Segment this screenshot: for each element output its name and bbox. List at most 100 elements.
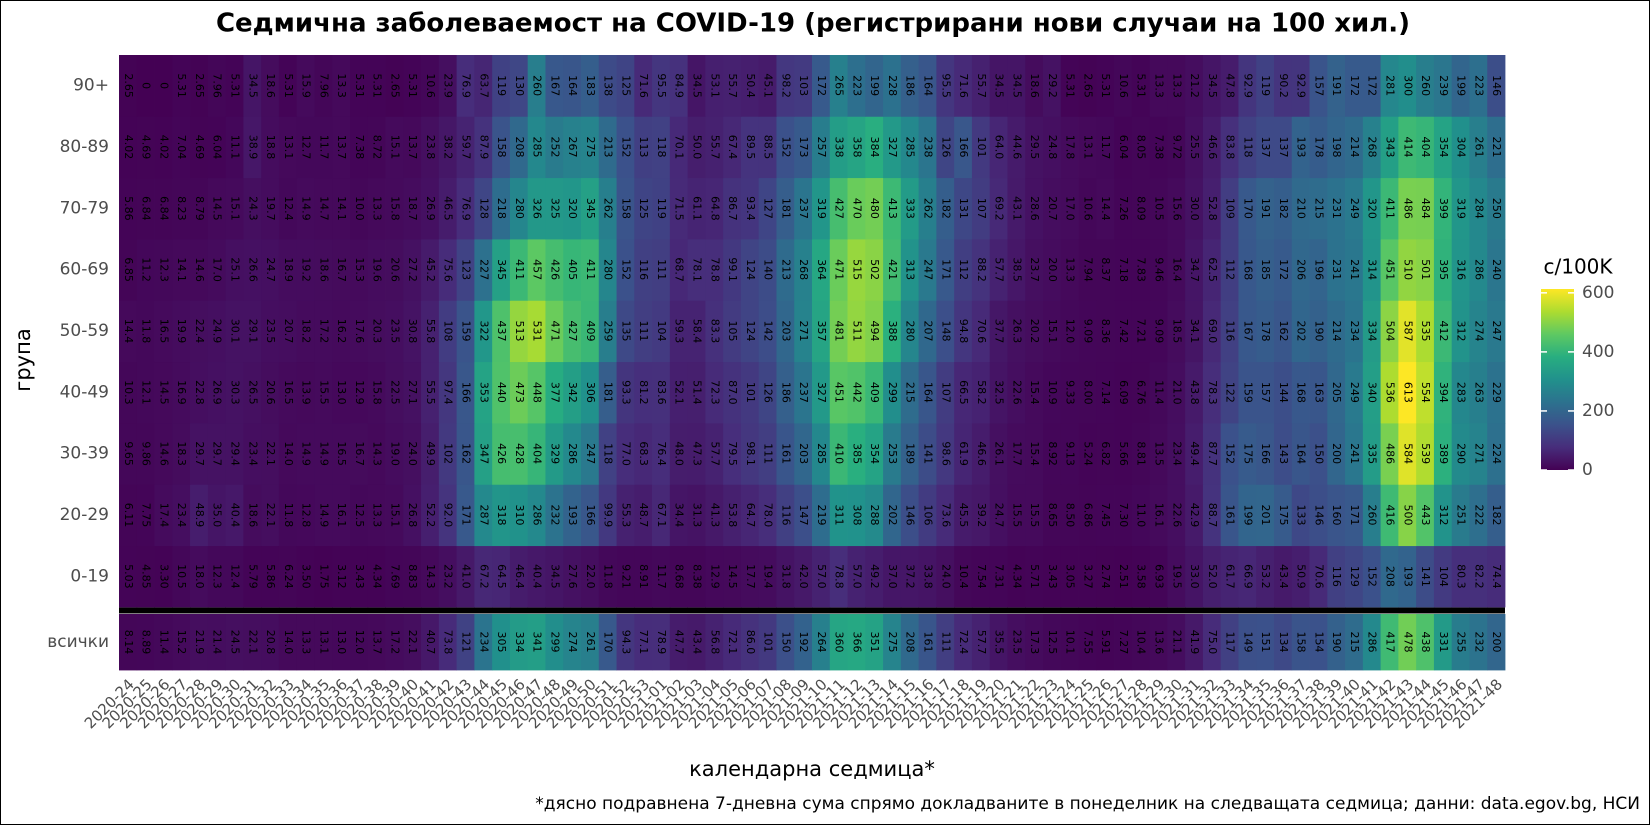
heat-cell (278, 55, 298, 117)
heat-cell (1149, 177, 1168, 240)
heat-cell (385, 239, 404, 301)
heat-cell (1149, 361, 1168, 424)
heat-cell (1060, 55, 1079, 117)
heat-cell (1096, 423, 1115, 485)
heat-cell (598, 239, 617, 301)
heat-cell (136, 55, 155, 117)
cell-label: 23.5 (264, 319, 277, 344)
heat-cell (847, 545, 866, 608)
cell-label: 158 (1295, 632, 1308, 653)
cell-label: 181 (779, 198, 792, 219)
heat-cell (421, 484, 440, 547)
heat-cell (847, 423, 866, 485)
heat-cell (865, 116, 884, 179)
heat-cell (989, 423, 1008, 485)
cell-label: 4.34 (1010, 564, 1023, 589)
heat-cell (296, 484, 315, 547)
cell-label: 2.65 (1081, 73, 1094, 98)
cell-label: 8.05 (1135, 135, 1148, 160)
heat-cell (1007, 484, 1026, 547)
cell-label: 26.3 (1010, 319, 1023, 344)
heat-cell (1256, 614, 1275, 671)
heat-cell (1202, 55, 1222, 117)
cell-label: 22.1 (264, 441, 277, 466)
heat-cell (527, 116, 546, 179)
cell-label: 24.0 (406, 441, 419, 466)
heat-cell (261, 239, 280, 301)
cell-label: 5.31 (406, 73, 419, 98)
heat-cell (1398, 116, 1417, 179)
cell-label: 22.1 (406, 630, 419, 655)
heat-cell (918, 300, 937, 363)
heat-cell (261, 423, 280, 485)
heat-cell (1131, 55, 1151, 117)
cell-label: 178 (1259, 321, 1272, 342)
cell-label: 12.4 (229, 564, 242, 589)
heat-cell (1256, 423, 1275, 485)
heat-cell (1131, 484, 1151, 547)
cell-label: 199 (868, 75, 881, 96)
heat-cell (509, 239, 529, 301)
cell-label: 7.45 (1099, 503, 1112, 528)
heat-cell (954, 423, 973, 485)
heat-cell (1274, 423, 1293, 485)
heat-cell (1114, 300, 1133, 363)
heat-cell (971, 423, 991, 485)
cell-label: 18.3 (175, 441, 188, 466)
heat-cell (1345, 423, 1364, 485)
heat-cell (136, 423, 155, 485)
cell-label: 109 (1224, 198, 1237, 219)
cell-label: 190 (1312, 321, 1325, 342)
heat-cell (1451, 239, 1470, 301)
heat-cell (581, 545, 600, 608)
cell-label: 107 (939, 382, 952, 403)
heat-cell (367, 239, 386, 301)
heat-cell (136, 614, 155, 671)
heat-cell (1096, 300, 1115, 363)
heat-cell (1256, 484, 1275, 547)
cell-label: 26.9 (424, 196, 437, 221)
cell-label: 234 (1348, 321, 1361, 342)
heat-cell (527, 361, 546, 424)
cell-label: 29.7 (193, 441, 206, 466)
heat-cell (545, 545, 564, 608)
heat-cell (1078, 614, 1097, 671)
cell-label: 251 (1455, 505, 1468, 526)
heat-cell (527, 300, 546, 363)
heat-cell (474, 300, 493, 363)
heat-cell (1345, 239, 1364, 301)
heat-cell (705, 177, 724, 240)
cell-label: 123 (460, 259, 473, 280)
heat-cell (385, 545, 404, 608)
cell-label: 189 (904, 443, 917, 464)
heat-cell (705, 545, 724, 608)
heat-cell (1078, 55, 1097, 117)
cell-label: 18.6 (264, 73, 277, 98)
heat-cell (1274, 116, 1293, 179)
cell-label: 26.6 (246, 257, 259, 282)
heat-cell (1416, 484, 1435, 547)
heat-cell (403, 614, 422, 671)
heat-cell (1220, 116, 1239, 179)
cell-label: 191 (1259, 198, 1272, 219)
heat-cell (119, 423, 138, 485)
cell-label: 6.11 (122, 503, 135, 528)
cell-label: 7.96 (211, 73, 224, 98)
cell-label: 25.5 (1188, 135, 1201, 160)
cell-label: 157 (1312, 75, 1325, 96)
heat-cell (883, 116, 902, 179)
heat-cell (740, 300, 760, 363)
heat-cell (207, 177, 227, 240)
heat-cell (723, 239, 742, 301)
cell-label: 4.34 (371, 564, 384, 589)
cell-label: 83.3 (708, 319, 721, 344)
cell-label: 178 (1312, 137, 1325, 158)
cell-label: 55.8 (424, 319, 437, 344)
cell-label: 427 (833, 198, 846, 219)
cell-label: 92.9 (1295, 73, 1308, 98)
cell-label: 78.0 (762, 503, 775, 528)
cell-label: 41.9 (1188, 630, 1201, 655)
heat-cell (900, 177, 920, 240)
heat-cell (829, 545, 848, 608)
heat-cell (332, 116, 351, 179)
